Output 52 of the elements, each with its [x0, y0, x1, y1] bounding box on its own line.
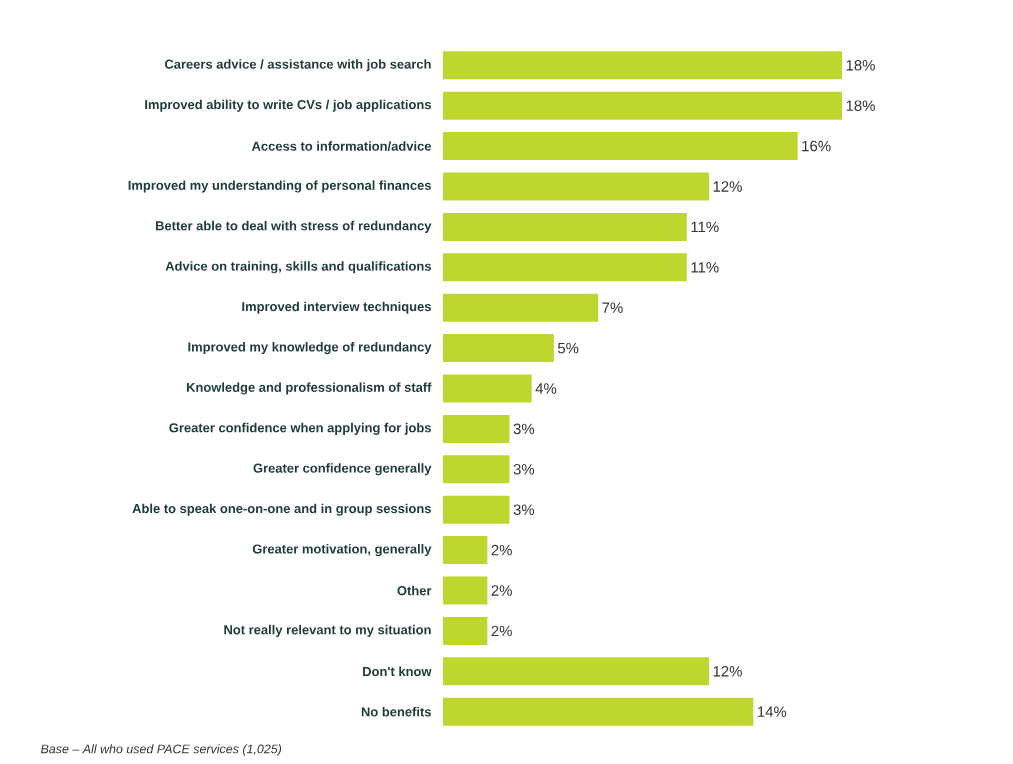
y-tick-label: Better able to deal with stress of redundancy [155, 220, 432, 233]
text: Base – All who used PACE services (1,025) [40, 744, 282, 756]
y-tick-label: No benefits [361, 706, 431, 717]
y-tick-label: Greater motivation, generally [252, 544, 432, 557]
y-tick-label: Improved interview techniques [242, 301, 431, 314]
bar [443, 414, 510, 443]
bar [443, 374, 532, 403]
data-label: 16% [802, 140, 831, 152]
bar [443, 212, 687, 241]
bar [443, 495, 510, 524]
bar [443, 172, 710, 201]
y-tick-label: Improved my knowledge of redundancy [188, 342, 432, 355]
bar [443, 253, 687, 282]
y-tick-label: Other [397, 585, 432, 596]
y-tick-label: Don't know [363, 666, 432, 677]
bar [443, 455, 510, 484]
y-tick-label: Access to information/advice [251, 141, 432, 151]
bar [443, 576, 488, 605]
bar [443, 293, 599, 322]
data-label: 2% [491, 544, 512, 556]
data-label: 18% [846, 100, 875, 111]
data-label: 3% [513, 423, 535, 435]
data-label: 2% [491, 625, 512, 637]
bar [443, 536, 488, 565]
bar [443, 132, 798, 161]
bar [443, 91, 843, 120]
y-tick-label: Greater confidence generally [253, 463, 432, 476]
data-label: 11% [691, 221, 719, 233]
data-label: 12% [713, 181, 742, 192]
data-label: 14% [758, 706, 787, 717]
y-tick-label: Advice on training, skills and qualifications [165, 261, 431, 274]
bar [443, 657, 710, 686]
data-label: 5% [557, 342, 579, 354]
data-label: 4% [535, 383, 557, 394]
bar [443, 334, 554, 363]
data-label: 12% [713, 666, 742, 677]
data-label: 3% [513, 504, 535, 515]
bar [443, 616, 488, 645]
y-tick-label: Able to speak one-on-one and in group sessions [132, 503, 431, 516]
data-label: 3% [513, 464, 535, 475]
bar [443, 51, 843, 80]
y-tick-label: Not really relevant to my situation [224, 624, 431, 637]
y-tick-label: Greater confidence when applying for jobs [169, 422, 431, 435]
data-label: 2% [491, 585, 512, 596]
bar [443, 697, 754, 726]
y-tick-label: Improved ability to write CVs / job applications [145, 99, 431, 112]
y-tick-label: Knowledge and professionalism of staff [186, 382, 432, 395]
data-label: 18% [846, 59, 875, 71]
y-tick-label: Careers advice / assistance with job search [164, 59, 431, 72]
data-label: 11% [691, 262, 719, 273]
data-label: 7% [602, 302, 623, 313]
y-tick-label: Improved my understanding of personal finances [128, 180, 431, 193]
